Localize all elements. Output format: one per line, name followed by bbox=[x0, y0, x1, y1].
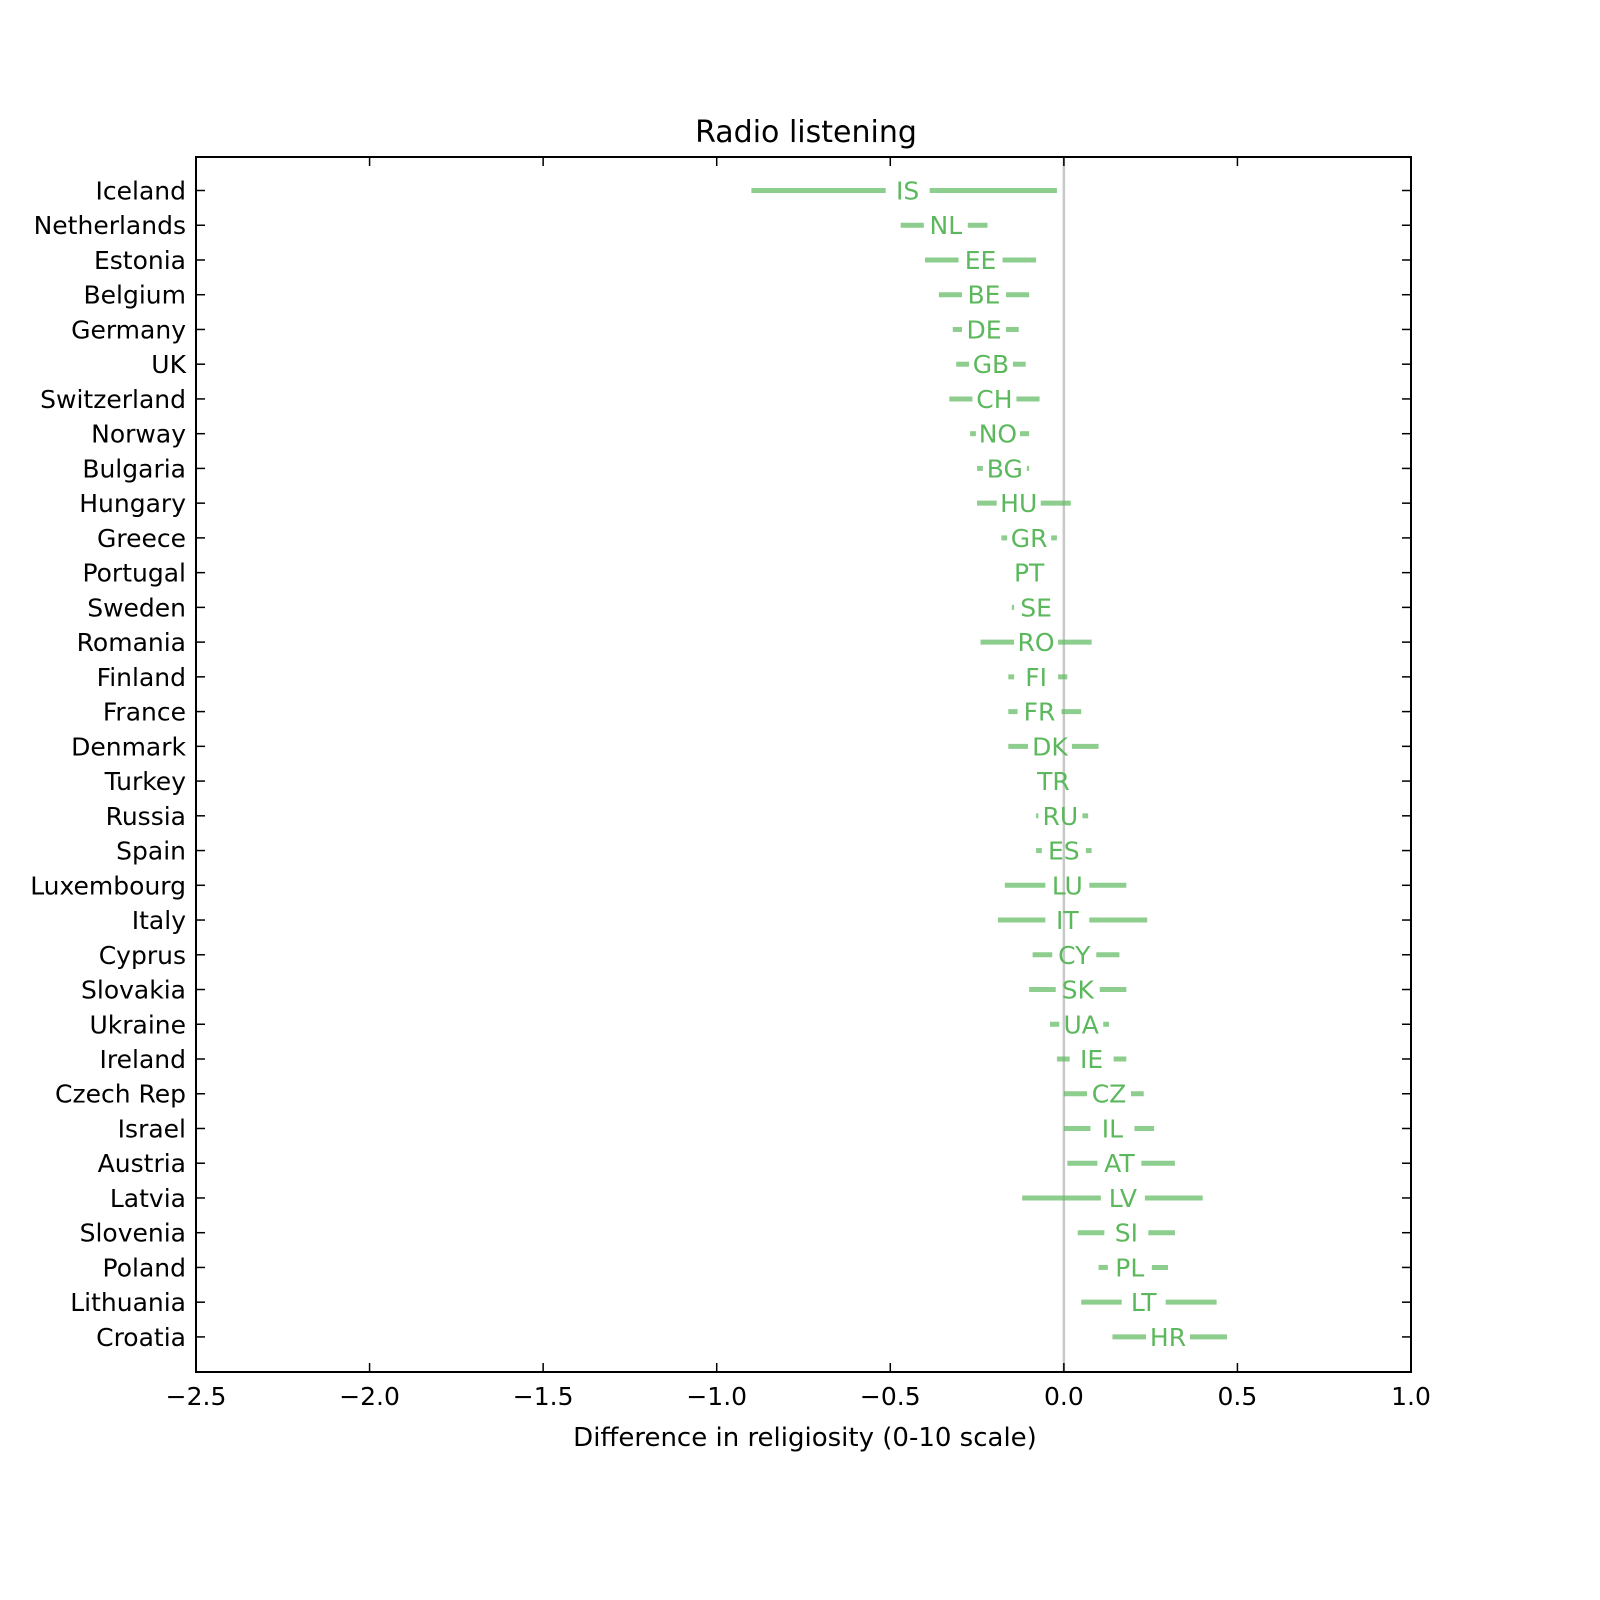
y-tick-label: Ukraine bbox=[89, 1010, 186, 1039]
country-code-label: RO bbox=[1018, 628, 1055, 657]
country-code-label: HU bbox=[1000, 489, 1037, 518]
country-code-label: RU bbox=[1043, 802, 1079, 831]
y-tick-label: Luxembourg bbox=[30, 871, 186, 900]
y-tick-label: Russia bbox=[106, 802, 186, 831]
x-tick-label: −2.0 bbox=[339, 1382, 400, 1411]
y-tick-label: Slovenia bbox=[80, 1219, 186, 1248]
y-tick-label: Croatia bbox=[96, 1323, 186, 1352]
y-tick-label: Portugal bbox=[82, 559, 186, 588]
country-code-label: LU bbox=[1052, 871, 1083, 900]
y-tick-label: Denmark bbox=[71, 732, 186, 761]
country-code-label: ES bbox=[1048, 837, 1080, 866]
country-code-label: NO bbox=[979, 420, 1017, 449]
country-code-label: GR bbox=[1011, 524, 1048, 553]
country-code-label: AT bbox=[1104, 1149, 1135, 1178]
country-code-label: LV bbox=[1109, 1184, 1137, 1213]
country-code-label: BE bbox=[968, 281, 1001, 310]
y-tick-label: Austria bbox=[98, 1149, 186, 1178]
country-code-label: NL bbox=[930, 211, 963, 240]
country-code-label: SI bbox=[1115, 1219, 1138, 1248]
x-axis-label: Difference in religiosity (0-10 scale) bbox=[573, 1423, 1037, 1453]
x-tick-label: 0.0 bbox=[1044, 1382, 1084, 1411]
y-tick-label: Finland bbox=[97, 663, 186, 692]
y-tick-label: Bulgaria bbox=[82, 454, 186, 483]
country-code-label: UA bbox=[1064, 1010, 1099, 1039]
y-tick-label: Spain bbox=[116, 837, 186, 866]
y-tick-label: Turkey bbox=[104, 767, 187, 796]
y-tick-label: Poland bbox=[103, 1253, 186, 1282]
country-code-label: PT bbox=[1014, 559, 1045, 588]
country-code-label: HR bbox=[1150, 1323, 1186, 1352]
country-code-label: DK bbox=[1032, 732, 1068, 761]
y-tick-label: Switzerland bbox=[40, 385, 186, 414]
y-tick-label: Belgium bbox=[84, 281, 187, 310]
y-tick-label: Israel bbox=[118, 1114, 186, 1143]
y-tick-label: Slovakia bbox=[81, 976, 186, 1005]
y-axis: Iceland Netherlands Estonia Belgium Germany U… bbox=[30, 177, 1411, 1352]
country-code-label: TR bbox=[1036, 767, 1070, 796]
y-tick-label: Ireland bbox=[100, 1045, 186, 1074]
country-code-label: CZ bbox=[1092, 1080, 1127, 1109]
y-tick-label: Sweden bbox=[87, 593, 186, 622]
x-axis: −2.5 −2.0 −1.5 −1.0 −0.5 0.0 0.5 1.0 bbox=[166, 157, 1431, 1411]
country-code-label: PL bbox=[1115, 1253, 1144, 1282]
chart-title: Radio listening bbox=[695, 115, 917, 150]
country-code-label: IL bbox=[1102, 1114, 1123, 1143]
y-tick-label: Netherlands bbox=[34, 211, 186, 240]
country-code-label: LT bbox=[1131, 1288, 1157, 1317]
y-tick-label: Czech Rep bbox=[55, 1080, 186, 1109]
country-code-label: IS bbox=[896, 177, 919, 206]
y-tick-label: Italy bbox=[132, 906, 186, 935]
country-code-label: FI bbox=[1025, 663, 1047, 692]
y-tick-label: Germany bbox=[71, 315, 186, 344]
x-tick-label: 0.5 bbox=[1218, 1382, 1258, 1411]
country-code-label: BG bbox=[987, 454, 1023, 483]
country-code-label: GB bbox=[973, 350, 1010, 379]
y-tick-label: UK bbox=[151, 350, 186, 379]
x-tick-label: −0.5 bbox=[860, 1382, 921, 1411]
y-tick-label: Cyprus bbox=[99, 941, 186, 970]
y-tick-label: Iceland bbox=[96, 177, 186, 206]
y-tick-label: Hungary bbox=[79, 489, 186, 518]
y-tick-label: Romania bbox=[77, 628, 186, 657]
country-code-label: EE bbox=[965, 246, 997, 275]
country-code-label: SK bbox=[1062, 976, 1095, 1005]
country-code-label: CH bbox=[976, 385, 1012, 414]
y-tick-label: Greece bbox=[97, 524, 186, 553]
country-code-label: SE bbox=[1020, 593, 1052, 622]
country-code-label: IT bbox=[1056, 906, 1079, 935]
country-code-label: IE bbox=[1080, 1045, 1103, 1074]
country-code-label: FR bbox=[1024, 698, 1056, 727]
x-tick-label: 1.0 bbox=[1391, 1382, 1431, 1411]
country-code-label: DE bbox=[966, 315, 1001, 344]
y-tick-label: Estonia bbox=[94, 246, 186, 275]
y-tick-label: France bbox=[103, 698, 186, 727]
x-tick-label: −2.5 bbox=[166, 1382, 227, 1411]
y-tick-label: Lithuania bbox=[70, 1288, 186, 1317]
country-code-label: CY bbox=[1058, 941, 1091, 970]
plot-frame bbox=[195, 156, 1412, 1373]
x-tick-label: −1.5 bbox=[513, 1382, 574, 1411]
x-tick-label: −1.0 bbox=[686, 1382, 747, 1411]
y-tick-label: Latvia bbox=[110, 1184, 186, 1213]
y-tick-label: Norway bbox=[91, 420, 186, 449]
